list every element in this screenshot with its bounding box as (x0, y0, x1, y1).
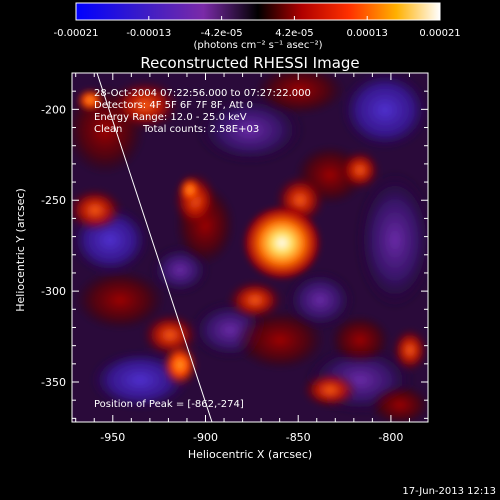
annotation-detectors: Detectors: 4F 5F 6F 7F 8F, Att 0 (94, 100, 253, 111)
annotation-block: 28-Oct-2004 07:22:56.000 to 07:27:22.000… (94, 88, 311, 410)
y-tick-label: -250 (41, 194, 66, 207)
rhessi-image (72, 73, 428, 422)
x-tick-label: -800 (378, 431, 403, 444)
y-tick-label: -350 (41, 376, 66, 389)
axis-ticks (72, 72, 429, 422)
colorbar-units: (photons cm⁻² s⁻¹ asec⁻²) (193, 40, 322, 51)
x-tick-label: -850 (286, 431, 311, 444)
y-tick-label: -300 (41, 285, 66, 298)
y-tick-label: -200 (41, 103, 66, 116)
x-tick-label: -950 (100, 431, 125, 444)
x-tick-labels: -950 -900 -850 -800 (100, 431, 403, 444)
solar-limb-line (96, 73, 213, 422)
y-axis-label: Heliocentric Y (arcsec) (14, 188, 27, 312)
colorbar-tick-labels: -0.00021 -0.00013 -4.2e-05 4.2e-05 0.00013 0.… (54, 28, 461, 39)
annotation-counts: Total counts: 2.58E+03 (142, 124, 259, 135)
colorbar-tick-label: -0.00021 (54, 28, 99, 39)
y-tick-labels: -200 -250 -300 -350 (41, 103, 66, 389)
colorbar-tick-label: 4.2e-05 (275, 28, 313, 39)
colorbar-ticks (75, 16, 441, 20)
annotation-energy-range: Energy Range: 12.0 - 25.0 keV (94, 112, 247, 123)
colorbar-gradient (75, 2, 441, 21)
annotation-time-range: 28-Oct-2004 07:22:56.000 to 07:27:22.000 (94, 88, 311, 99)
x-axis-label: Heliocentric X (arcsec) (188, 448, 312, 461)
plot-frame (71, 72, 429, 423)
x-tick-label: -900 (193, 431, 218, 444)
colorbar-tick-label: -0.00013 (126, 28, 171, 39)
annotation-peak: Position of Peak = [-862,-274] (94, 399, 244, 410)
colorbar-tick-label: 0.00021 (419, 28, 460, 39)
colorbar: -0.00021 -0.00013 -4.2e-05 4.2e-05 0.00013 0.… (54, 2, 461, 51)
footer-timestamp: 17-Jun-2013 12:13 (402, 486, 496, 497)
peak-source (241, 204, 322, 281)
plot-title: Reconstructed RHESSI Image (140, 54, 359, 72)
colorbar-tick-label: -4.2e-05 (201, 28, 243, 39)
colorbar-tick-label: 0.00013 (347, 28, 388, 39)
annotation-method: Clean (94, 124, 122, 135)
